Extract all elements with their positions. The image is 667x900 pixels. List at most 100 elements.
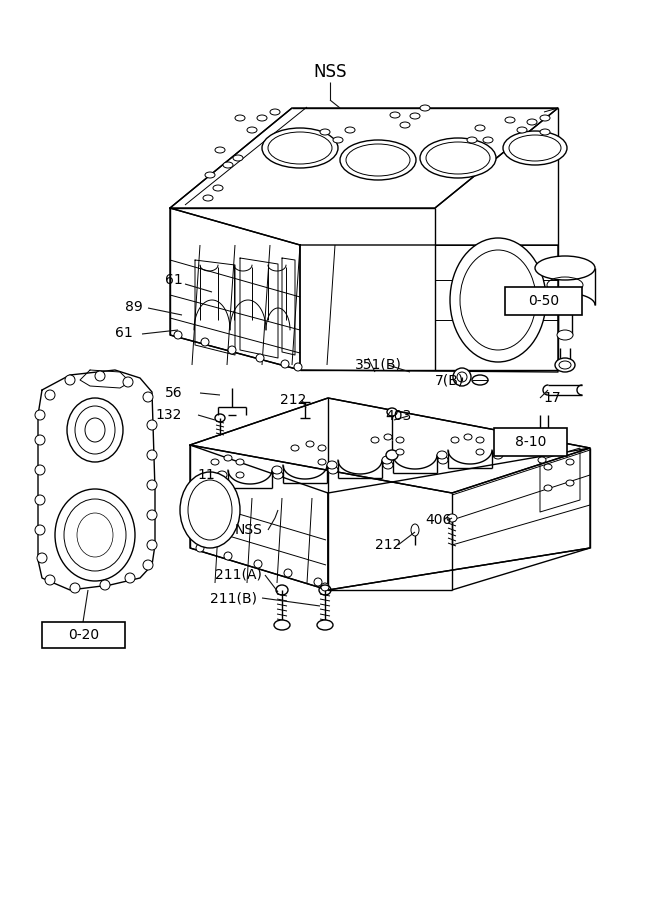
Text: 211(A): 211(A) — [215, 568, 262, 582]
Text: 403: 403 — [385, 409, 412, 423]
Polygon shape — [38, 370, 155, 590]
Ellipse shape — [147, 420, 157, 430]
Ellipse shape — [196, 544, 204, 552]
Ellipse shape — [211, 459, 219, 465]
Ellipse shape — [340, 140, 416, 180]
Ellipse shape — [55, 489, 135, 581]
Ellipse shape — [147, 510, 157, 520]
Ellipse shape — [281, 360, 289, 368]
Ellipse shape — [217, 471, 227, 479]
Polygon shape — [190, 398, 590, 493]
Text: 0-50: 0-50 — [528, 294, 559, 308]
Bar — [494, 428, 567, 456]
Ellipse shape — [314, 578, 322, 586]
Ellipse shape — [327, 461, 337, 469]
Ellipse shape — [453, 368, 471, 386]
Polygon shape — [170, 208, 300, 370]
Ellipse shape — [147, 540, 157, 550]
Ellipse shape — [236, 459, 244, 465]
Ellipse shape — [437, 451, 447, 459]
Ellipse shape — [548, 441, 556, 447]
Bar — [42, 622, 125, 648]
Ellipse shape — [333, 137, 343, 143]
Ellipse shape — [438, 456, 448, 464]
Ellipse shape — [213, 185, 223, 191]
Bar — [505, 287, 582, 315]
Polygon shape — [80, 370, 130, 388]
Ellipse shape — [284, 569, 292, 577]
Ellipse shape — [476, 449, 484, 455]
Ellipse shape — [174, 331, 182, 339]
Ellipse shape — [35, 410, 45, 420]
Ellipse shape — [95, 371, 105, 381]
Ellipse shape — [450, 238, 546, 362]
Ellipse shape — [125, 573, 135, 583]
Ellipse shape — [35, 435, 45, 445]
Ellipse shape — [247, 127, 257, 133]
Text: 61: 61 — [165, 273, 183, 287]
Ellipse shape — [254, 560, 262, 568]
Ellipse shape — [35, 465, 45, 475]
Ellipse shape — [147, 480, 157, 490]
Ellipse shape — [447, 514, 457, 522]
Ellipse shape — [203, 195, 213, 201]
Ellipse shape — [235, 115, 245, 121]
Ellipse shape — [345, 127, 355, 133]
Ellipse shape — [201, 338, 209, 346]
Ellipse shape — [224, 552, 232, 560]
Text: 211(B): 211(B) — [210, 591, 257, 605]
Ellipse shape — [540, 129, 550, 135]
Ellipse shape — [536, 445, 544, 451]
Text: 17: 17 — [543, 391, 561, 405]
Ellipse shape — [318, 459, 326, 465]
Ellipse shape — [420, 138, 496, 178]
Ellipse shape — [544, 485, 552, 491]
Ellipse shape — [143, 392, 153, 402]
Ellipse shape — [70, 583, 80, 593]
Ellipse shape — [483, 137, 493, 143]
Ellipse shape — [540, 115, 550, 121]
Ellipse shape — [371, 437, 379, 443]
Ellipse shape — [67, 398, 123, 462]
Ellipse shape — [35, 525, 45, 535]
Ellipse shape — [386, 450, 398, 460]
Ellipse shape — [527, 119, 537, 125]
Polygon shape — [300, 245, 558, 372]
Ellipse shape — [273, 471, 283, 479]
Ellipse shape — [228, 346, 236, 354]
Text: 7(B): 7(B) — [435, 374, 464, 388]
Ellipse shape — [384, 434, 392, 440]
Text: 56: 56 — [165, 386, 183, 400]
Ellipse shape — [318, 445, 326, 451]
Ellipse shape — [223, 162, 233, 168]
Ellipse shape — [233, 155, 243, 161]
Ellipse shape — [45, 575, 55, 585]
Text: 0-50: 0-50 — [524, 295, 556, 309]
Ellipse shape — [224, 455, 232, 461]
Ellipse shape — [320, 129, 330, 135]
Ellipse shape — [420, 105, 430, 111]
Ellipse shape — [472, 375, 488, 385]
Ellipse shape — [464, 434, 472, 440]
Ellipse shape — [215, 147, 225, 153]
Ellipse shape — [291, 445, 299, 451]
Polygon shape — [195, 260, 235, 355]
Text: 406: 406 — [425, 513, 452, 527]
Ellipse shape — [274, 620, 290, 630]
Ellipse shape — [410, 113, 420, 119]
Text: NSS: NSS — [235, 523, 263, 537]
Ellipse shape — [270, 109, 280, 115]
Text: 351(B): 351(B) — [355, 358, 402, 372]
Ellipse shape — [544, 464, 552, 470]
Ellipse shape — [123, 377, 133, 387]
Ellipse shape — [143, 560, 153, 570]
Ellipse shape — [411, 524, 419, 536]
Ellipse shape — [65, 375, 75, 385]
Ellipse shape — [272, 466, 282, 474]
Ellipse shape — [85, 418, 105, 442]
Ellipse shape — [37, 553, 47, 563]
Ellipse shape — [321, 583, 329, 591]
Polygon shape — [190, 445, 328, 590]
Ellipse shape — [382, 456, 392, 464]
Polygon shape — [328, 448, 590, 590]
